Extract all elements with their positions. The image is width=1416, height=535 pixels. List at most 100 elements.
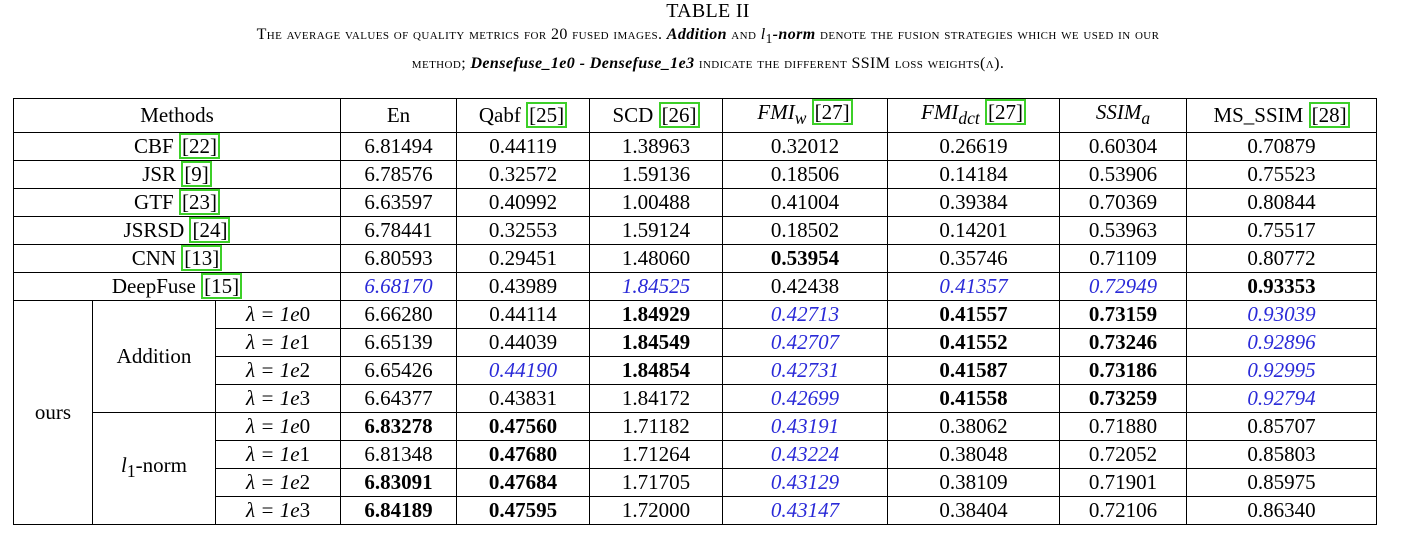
method-label: CNN <box>131 246 182 271</box>
caption-text: indicate the different SSIM loss weights… <box>694 55 1005 73</box>
table-cell: 0.73186 <box>1059 356 1188 386</box>
citation-link[interactable]: [13] <box>181 245 223 272</box>
table-cell: 0.41557 <box>887 300 1061 330</box>
caption-text: The average values of quality metrics fo… <box>256 26 667 43</box>
lambda-cell: λ = 1e2 <box>214 468 342 498</box>
header-fmidct: FMIdct [27] <box>887 97 1061 134</box>
table-cell: 0.44114 <box>456 300 591 330</box>
addition-label: Addition <box>92 300 216 414</box>
table-cell: 0.75523 <box>1186 160 1378 190</box>
citation-link[interactable]: [27] <box>811 99 853 125</box>
method-label: DeepFuse <box>111 274 202 299</box>
table-cell: 0.47595 <box>456 496 591 526</box>
lambda-e: e <box>290 414 300 439</box>
table-row: JSR [9] 6.78576 0.32572 1.59136 0.18506 0.141… <box>12 160 1378 190</box>
table-cell: 0.43129 <box>722 468 889 498</box>
table-row: λ = 1e3 6.84189 0.47595 1.72000 0.43147 0.384… <box>14 496 1378 526</box>
table-cell: 1.59124 <box>589 216 724 246</box>
table-cell: 0.44119 <box>456 132 591 162</box>
table-row: λ = 1e3 6.64377 0.43831 1.84172 0.42699 0.415… <box>14 384 1378 414</box>
citation-link[interactable]: [25] <box>526 102 568 129</box>
citation-link[interactable]: [9] <box>181 161 212 188</box>
lambda-exp: 0 <box>299 414 311 439</box>
table-cell: 6.66280 <box>340 300 458 330</box>
table-cell: 0.47684 <box>456 468 591 498</box>
citation-link[interactable]: [26] <box>658 102 700 129</box>
lambda-exp: 3 <box>299 386 311 411</box>
table-cell: 6.84189 <box>340 496 458 526</box>
table-row: ours Addition λ = 1e0 6.66280 0.44114 1.84929… <box>13 300 1378 526</box>
table-cell: 0.41558 <box>887 384 1061 414</box>
header-scd: SCD [26] <box>589 97 724 134</box>
table-cell: 0.42731 <box>722 356 889 386</box>
table-cell: 0.71880 <box>1059 412 1188 442</box>
table-cell: 0.39384 <box>887 188 1061 218</box>
table-cell: 0.38404 <box>887 496 1061 526</box>
table-cell: 0.42699 <box>722 384 889 414</box>
caption-l1-l: l <box>760 26 766 43</box>
table-cell: 0.43831 <box>456 384 591 414</box>
caption-line-1: The average values of quality metrics fo… <box>0 22 1416 51</box>
header-qabf-label: Qabf <box>478 103 527 128</box>
l1-rest: -norm <box>135 453 187 478</box>
caption-line-2: method; Densefuse_1e0 - Densefuse_1e3 in… <box>0 51 1416 76</box>
table-label: TABLE II <box>666 0 750 22</box>
table-cell: 0.41004 <box>722 188 889 218</box>
lambda-cell: λ = 1e0 <box>214 300 342 330</box>
lambda-e: e <box>290 386 300 411</box>
lambda-prefix: λ = 1 <box>245 330 291 355</box>
table-cell: 0.47680 <box>456 440 591 470</box>
lambda-cell: λ = 1e0 <box>214 412 342 442</box>
caption-text: and <box>726 26 761 43</box>
table-cell: 0.43989 <box>456 272 591 302</box>
table-cell: 0.72052 <box>1059 440 1188 470</box>
table-row: λ = 1e2 6.83091 0.47684 1.71705 0.43129 0.381… <box>14 468 1378 498</box>
citation-link[interactable]: [24] <box>189 217 231 244</box>
citation-link[interactable]: [27] <box>985 99 1026 125</box>
method-label: JSRSD <box>123 218 190 243</box>
lambda-exp: 1 <box>299 330 311 355</box>
table-cell: 6.83091 <box>340 468 458 498</box>
table-cell: 0.92995 <box>1186 356 1378 386</box>
table-cell: 6.83278 <box>340 412 458 442</box>
citation-link[interactable]: [22] <box>178 133 220 160</box>
citation-link[interactable]: [28] <box>1308 102 1350 129</box>
table-cell: 6.80593 <box>340 244 458 274</box>
table-cell: 0.80772 <box>1186 244 1378 274</box>
caption-l1-norm: -norm <box>772 26 816 43</box>
table-row: DeepFuse [15] 6.68170 0.43989 1.84525 0.4243… <box>12 272 1378 302</box>
l1-norm-label: l1-norm <box>92 412 216 526</box>
citation-link[interactable]: [23] <box>178 189 220 216</box>
table-cell: 0.72106 <box>1059 496 1188 526</box>
method-label: CBF <box>134 134 179 159</box>
table-row: GTF [23] 6.63597 0.40992 1.00488 0.41004 0.39… <box>12 188 1378 218</box>
lambda-e: e <box>290 330 300 355</box>
table-cell: 1.84172 <box>589 384 724 414</box>
lambda-exp: 0 <box>299 302 311 327</box>
lambda-e: e <box>290 498 300 523</box>
header-fmiw: FMIw [27] <box>722 97 889 134</box>
lambda-prefix: λ = 1 <box>245 386 291 411</box>
method-label: JSR <box>142 162 182 187</box>
lambda-prefix: λ = 1 <box>245 442 291 467</box>
table-cell: 6.65139 <box>340 328 458 358</box>
table-cell: 0.42713 <box>722 300 889 330</box>
table-cell: 0.18502 <box>722 216 889 246</box>
table-row: CNN [13] 6.80593 0.29451 1.48060 0.53954 0.35… <box>12 244 1378 274</box>
table-cell: 0.43191 <box>722 412 889 442</box>
lambda-exp: 2 <box>299 358 311 383</box>
table-cell: 0.32553 <box>456 216 591 246</box>
table-cell: 6.65426 <box>340 356 458 386</box>
table-cell: 0.41357 <box>887 272 1061 302</box>
citation-link[interactable]: [15] <box>201 273 243 300</box>
table-cell: 0.38048 <box>887 440 1061 470</box>
table-row: CBF [22] 6.81494 0.44119 1.38963 0.32012 0.26… <box>12 132 1378 162</box>
table-cell: 0.92896 <box>1186 328 1378 358</box>
lambda-exp: 1 <box>299 442 311 467</box>
lambda-prefix: λ = 1 <box>245 302 291 327</box>
lambda-cell: λ = 1e3 <box>214 496 342 526</box>
lambda-prefix: λ = 1 <box>245 358 291 383</box>
lambda-prefix: λ = 1 <box>245 470 291 495</box>
lambda-cell: λ = 1e1 <box>214 440 342 470</box>
header-en: En <box>340 97 458 134</box>
